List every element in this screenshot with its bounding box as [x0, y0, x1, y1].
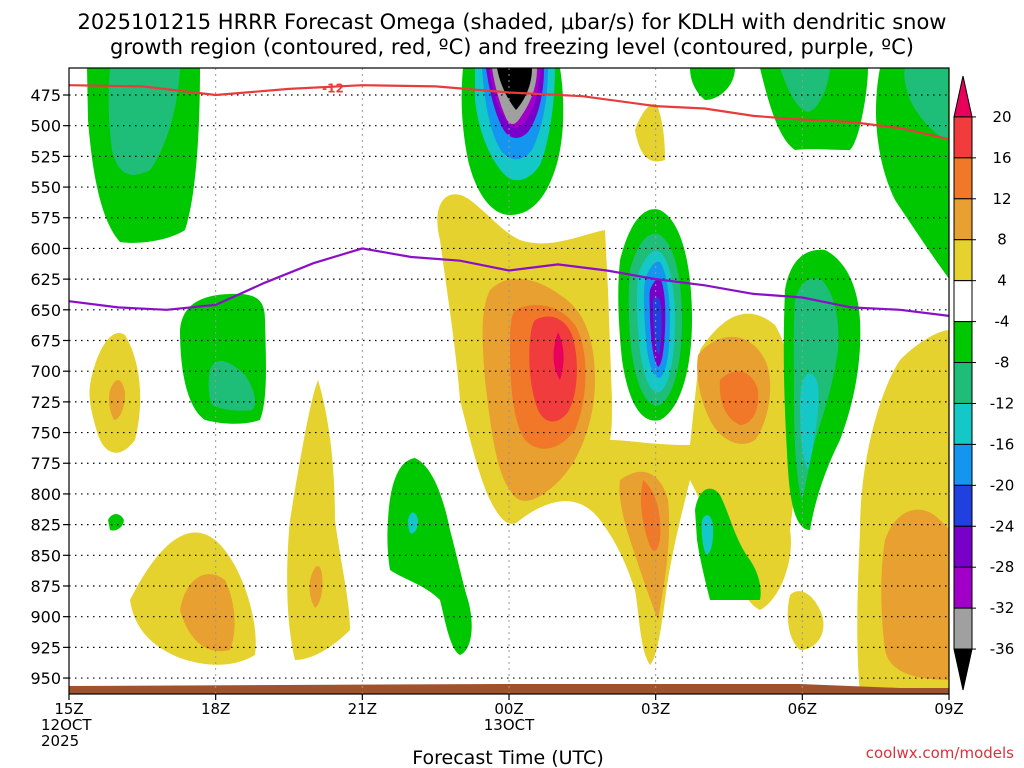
- colorbar-label: 20: [992, 108, 1011, 126]
- x-tick-label: 03Z: [641, 700, 670, 718]
- contour-label: -12: [322, 82, 344, 96]
- colorbar-label: -20: [990, 476, 1015, 494]
- y-axis: 475 500 525 550 575 600 625 650 675 700 725 750 775 8…: [30, 86, 69, 688]
- y-tick-label: 750: [30, 424, 61, 443]
- y-tick-label: 875: [30, 577, 61, 596]
- x-tick-label: 09Z: [934, 700, 963, 718]
- colorbar-segment: [954, 322, 972, 363]
- y-tick-label: 500: [30, 117, 61, 136]
- colorbar-segment: [954, 485, 972, 526]
- credit-text[interactable]: coolwx.com/models: [866, 744, 1014, 762]
- colorbar-label: -32: [990, 599, 1015, 617]
- colorbar-segment: [954, 363, 972, 404]
- omega-cross-section-chart: 2025101215 HRRR Forecast Omega (shaded, …: [0, 0, 1024, 768]
- y-tick-label: 925: [30, 638, 61, 657]
- colorbar-segment: [954, 76, 972, 117]
- y-tick-label: 650: [30, 301, 61, 320]
- colorbar-label: 4: [997, 272, 1007, 290]
- colorbar-label: -8: [995, 354, 1010, 372]
- colorbar-label: -12: [990, 394, 1015, 412]
- y-tick-label: 900: [30, 608, 61, 627]
- colorbar-segment: [954, 403, 972, 444]
- colorbar-label: -24: [990, 517, 1015, 535]
- colorbar-segment: [954, 281, 972, 322]
- colorbar-label: -16: [990, 435, 1015, 453]
- y-tick-label: 625: [30, 270, 61, 289]
- colorbar-segment: [954, 608, 972, 649]
- y-tick-label: 950: [30, 669, 61, 688]
- x-tick-label: 18Z: [201, 700, 230, 718]
- y-tick-label: 675: [30, 331, 61, 350]
- x-tick-label: 21Z: [348, 700, 377, 718]
- y-tick-label: 825: [30, 516, 61, 535]
- colorbar-label: 8: [997, 231, 1007, 249]
- colorbar-label: -4: [995, 313, 1010, 331]
- colorbar: 20 16 12 8 4 -4 -8 -12 -16 -20 -24 -28 -32 -36: [954, 76, 1014, 690]
- y-tick-label: 600: [30, 239, 61, 258]
- colorbar-segment: [954, 240, 972, 281]
- colorbar-label: 16: [992, 149, 1011, 167]
- colorbar-segment: [954, 117, 972, 158]
- y-tick-label: 575: [30, 209, 61, 228]
- colorbar-label: 12: [992, 190, 1011, 208]
- colorbar-segment: [954, 649, 972, 690]
- y-tick-label: 550: [30, 178, 61, 197]
- colorbar-segment: [954, 526, 972, 567]
- colorbar-label: -28: [990, 558, 1015, 576]
- chart-title-line-1: 2025101215 HRRR Forecast Omega (shaded, …: [78, 10, 947, 34]
- y-tick-label: 475: [30, 86, 61, 105]
- colorbar-label: -36: [990, 640, 1015, 658]
- x-axis-label: Forecast Time (UTC): [412, 747, 603, 768]
- colorbar-segment: [954, 567, 972, 608]
- x-tick-label: 13OCT: [484, 716, 535, 734]
- omega-region: [881, 510, 950, 680]
- y-tick-label: 525: [30, 147, 61, 166]
- y-tick-label: 775: [30, 454, 61, 473]
- y-tick-label: 725: [30, 393, 61, 412]
- y-tick-label: 700: [30, 362, 61, 381]
- y-tick-label: 850: [30, 546, 61, 565]
- x-tick-label: 06Z: [788, 700, 817, 718]
- y-tick-label: 800: [30, 485, 61, 504]
- colorbar-segment: [954, 158, 972, 199]
- x-tick-label: 2025: [41, 732, 79, 750]
- colorbar-segment: [954, 444, 972, 485]
- chart-title-line-2: growth region (contoured, red, ºC) and f…: [110, 35, 914, 59]
- colorbar-segment: [954, 199, 972, 240]
